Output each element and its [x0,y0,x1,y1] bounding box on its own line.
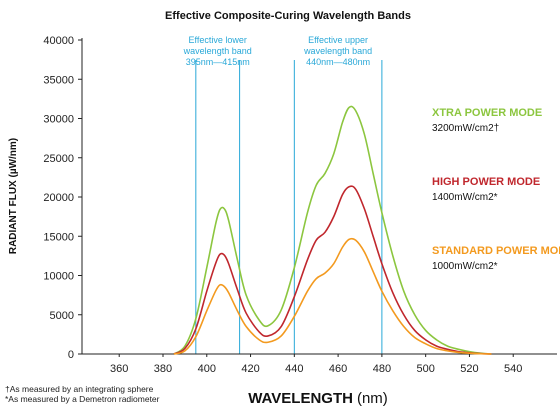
legend-power-2: 1400mW/cm2* [432,192,498,203]
y-tick-label: 40000 [43,35,74,47]
x-axis-label: WAVELENGTH (nm) [248,390,388,407]
x-tick-label: 440 [285,363,303,375]
legend-power-1: 3200mW/cm2† [432,123,499,134]
y-tick-label: 15000 [43,231,74,243]
footnote-star: *As measured by a Demetron radiometer [5,394,160,404]
legend-power-3: 1000mW/cm2* [432,261,498,272]
y-tick-label: 30000 [43,114,74,126]
y-tick-label: 5000 [50,310,74,322]
band-label-1: 395nm—415nm [186,57,250,67]
x-tick-label: 480 [373,363,391,375]
x-tick-label: 360 [110,363,128,375]
y-tick-label: 10000 [43,271,74,283]
band-label-2: wavelength band [303,46,372,56]
x-axis-label-unit: (nm) [357,390,388,407]
x-tick-label: 400 [198,363,216,375]
band-label-1: Effective lower [189,35,247,45]
y-axis-label: RADIANT FLUX (µW/nm) [8,138,19,254]
x-tick-label: 380 [154,363,172,375]
y-tick-label: 25000 [43,153,74,165]
ticks-layer: 0 5000 10000 15000 20000 25000 30000 35000 40000… [43,35,522,375]
series-layer [173,105,492,355]
series-line-1 [173,105,492,355]
legend-name-2: HIGH POWER MODE [432,176,540,188]
chart-title: Effective Composite-Curing Wavelength Ba… [165,10,411,22]
legend: XTRA POWER MODE 3200mW/cm2† HIGH POWER MOD… [432,107,560,272]
legend-name-1: XTRA POWER MODE [432,107,542,119]
x-tick-label: 420 [241,363,259,375]
y-tick-label: 20000 [43,192,74,204]
y-tick-label: 35000 [43,74,74,86]
y-tick-label: 0 [68,349,74,361]
band-label-2: 440nm—480nm [306,57,370,67]
series-line-2 [173,185,492,355]
x-axis-label-main: WAVELENGTH [248,390,353,407]
legend-name-3: STANDARD POWER MODE [432,245,560,257]
x-tick-label: 500 [416,363,434,375]
x-tick-label: 540 [504,363,522,375]
footnote-dagger: †As measured by an integrating sphere [5,384,154,394]
series-line-3 [173,237,492,355]
x-tick-label: 520 [460,363,478,375]
x-tick-label: 460 [329,363,347,375]
band-label-2: Effective upper [308,35,368,45]
band-label-1: wavelength band [183,46,252,56]
